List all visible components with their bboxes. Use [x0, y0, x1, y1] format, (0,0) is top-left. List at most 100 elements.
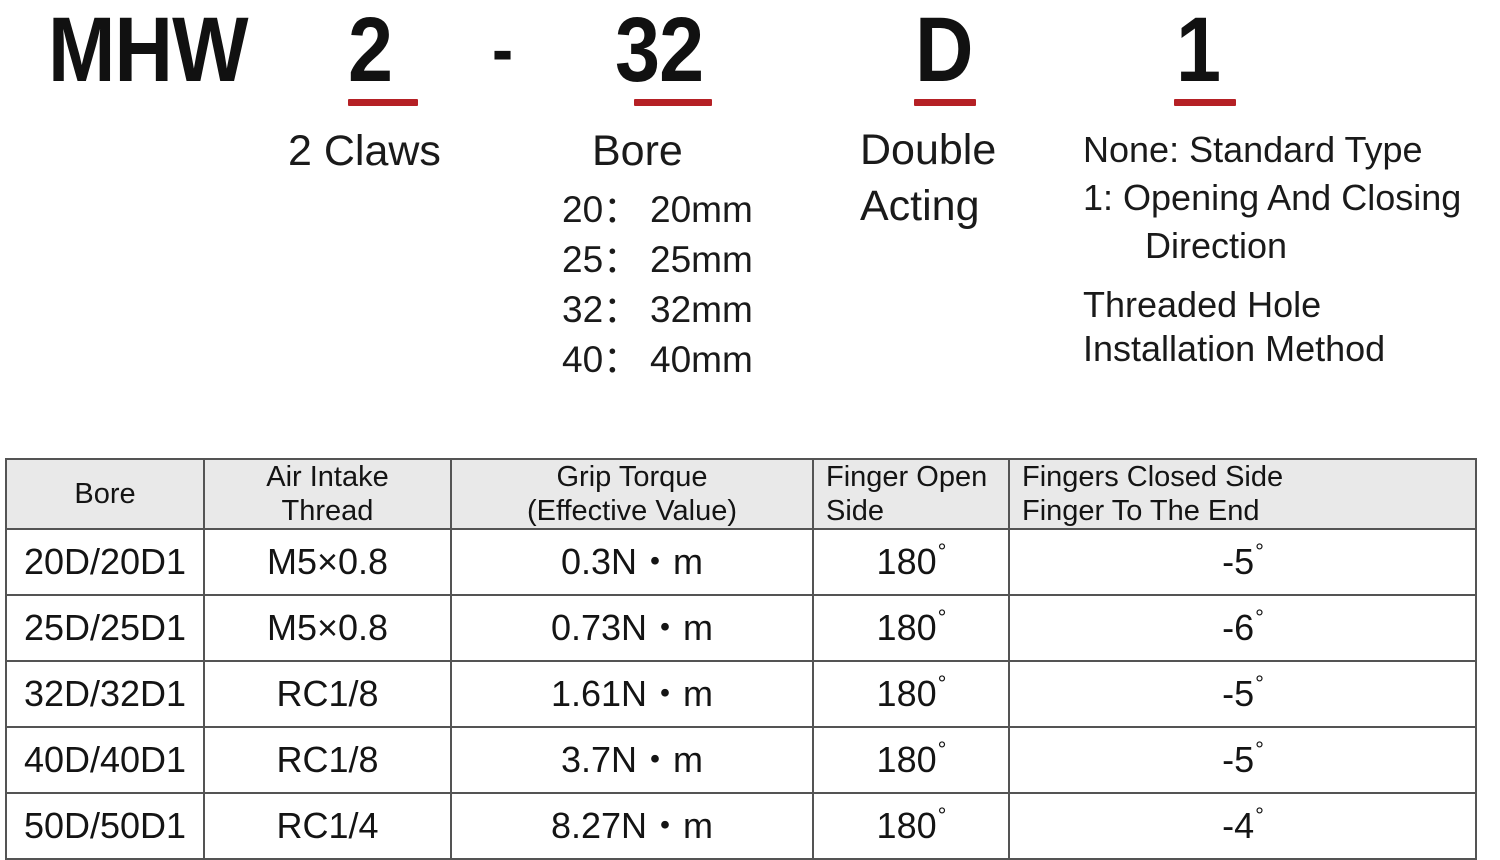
bore-option-key: 40： [562, 339, 641, 380]
bore-option: 40： 40mm [562, 335, 753, 385]
table-row: 32D/32D1 RC1/8 1.61N・m 180° -5° [5, 660, 1477, 728]
cell-finger-open: 180° [812, 792, 1010, 860]
column-header-bore: Bore [5, 458, 205, 530]
cell-finger-closed: -5° [1008, 660, 1477, 728]
legend-bore-options: 20： 20mm 25： 25mm 32： 32mm 40： 40mm [562, 185, 753, 385]
mounting-note-line1: Threaded Hole [1083, 284, 1322, 325]
value: -4 [1222, 805, 1255, 846]
bore-option-value: 32mm [650, 289, 753, 330]
direction-option-none: None: Standard Type [1083, 129, 1423, 170]
cell-bore: 20D/20D1 [5, 528, 205, 596]
legend-acting-block: Double Acting [860, 122, 996, 234]
cell-finger-closed: -6° [1008, 594, 1477, 662]
cell-finger-open: 180° [812, 660, 1010, 728]
cell-finger-closed: -4° [1008, 792, 1477, 860]
header-line-2: Side [826, 495, 885, 527]
bore-option-key: 20： [562, 189, 641, 230]
cell-torque: 3.7N・m [450, 726, 814, 794]
cell-finger-open: 180° [812, 528, 1010, 596]
code-token-claws: 2 [348, 0, 393, 101]
cell-thread: M5×0.8 [203, 528, 452, 596]
header-line-2: (Effective Value) [526, 495, 738, 527]
code-token-dash: - [492, 10, 513, 90]
column-header-air-intake-thread: Air Intake Thread [203, 458, 452, 530]
value: -6 [1222, 607, 1255, 648]
value: -5 [1222, 673, 1255, 714]
value: -5 [1222, 739, 1255, 780]
legend-claws-title: 2 Claws [288, 127, 441, 175]
code-token-acting: D [915, 0, 973, 101]
bore-option: 25： 25mm [562, 235, 753, 285]
degree-symbol: ° [937, 803, 947, 828]
degree-symbol: ° [937, 737, 947, 762]
column-header-fingers-closed-side: Fingers Closed Side Finger To The End [1008, 458, 1477, 530]
underline-claws [348, 99, 418, 106]
bore-option: 20： 20mm [562, 185, 753, 235]
degree-symbol: ° [1255, 803, 1264, 828]
header-line-1: Air Intake [266, 461, 389, 493]
cell-torque: 1.61N・m [450, 660, 814, 728]
table-row: 25D/25D1 M5×0.8 0.73N・m 180° -6° [5, 594, 1477, 662]
bore-option-value: 40mm [650, 339, 753, 380]
table-header-row: Bore Air Intake Thread Grip Torque (Effe… [5, 458, 1477, 530]
header-line-2: Thread [281, 495, 374, 527]
mounting-note-line2: Installation Method [1083, 328, 1386, 369]
cell-torque: 8.27N・m [450, 792, 814, 860]
value: 180 [876, 739, 937, 780]
value: -5 [1222, 541, 1255, 582]
degree-symbol: ° [937, 539, 947, 564]
bore-option: 32： 32mm [562, 285, 753, 335]
header-line-1: Grip Torque [556, 461, 708, 493]
underline-bore [634, 99, 712, 106]
cell-torque: 0.3N・m [450, 528, 814, 596]
specification-table: Bore Air Intake Thread Grip Torque (Effe… [5, 458, 1477, 860]
value: 180 [876, 541, 937, 582]
degree-symbol: ° [1255, 671, 1264, 696]
degree-symbol: ° [1255, 605, 1264, 630]
bore-option-key: 25： [562, 239, 641, 280]
underline-acting [914, 99, 976, 106]
code-token-series: MHW [48, 0, 249, 101]
legend-mounting-note: Threaded Hole Installation Method [1083, 283, 1385, 371]
legend-bore-title: Bore [592, 127, 683, 175]
cell-bore: 50D/50D1 [5, 792, 205, 860]
legend-acting-line1: Double [860, 126, 997, 174]
cell-thread: RC1/8 [203, 660, 452, 728]
bore-option-key: 32： [562, 289, 641, 330]
cell-finger-closed: -5° [1008, 528, 1477, 596]
cell-finger-open: 180° [812, 594, 1010, 662]
code-token-direction: 1 [1176, 0, 1221, 101]
value: 180 [876, 673, 937, 714]
cell-finger-closed: -5° [1008, 726, 1477, 794]
model-code-breakdown: MHW 2 - 32 D 1 2 Claws Bore 20： 20mm 25： 2… [48, 0, 1461, 385]
column-header-grip-torque: Grip Torque (Effective Value) [450, 458, 814, 530]
table-row: 40D/40D1 RC1/8 3.7N・m 180° -5° [5, 726, 1477, 794]
column-header-finger-open-side: Finger Open Side [812, 458, 1010, 530]
cell-bore: 32D/32D1 [5, 660, 205, 728]
header-line-1: Finger Open [826, 461, 988, 493]
degree-symbol: ° [937, 671, 947, 696]
bore-option-value: 25mm [650, 239, 753, 280]
underline-direction [1174, 99, 1236, 106]
table-row: 20D/20D1 M5×0.8 0.3N・m 180° -5° [5, 528, 1477, 596]
legend-direction-options: None: Standard Type 1: Opening And Closi… [1083, 126, 1461, 270]
value: 180 [876, 607, 937, 648]
header-line-2: Finger To The End [1022, 495, 1260, 527]
cell-bore: 40D/40D1 [5, 726, 205, 794]
degree-symbol: ° [1255, 737, 1264, 762]
direction-option-one-cont: Direction [1145, 225, 1288, 266]
cell-thread: RC1/4 [203, 792, 452, 860]
cell-finger-open: 180° [812, 726, 1010, 794]
cell-torque: 0.73N・m [450, 594, 814, 662]
table-row: 50D/50D1 RC1/4 8.27N・m 180° -4° [5, 792, 1477, 860]
value: 180 [876, 805, 937, 846]
bore-option-value: 20mm [650, 189, 753, 230]
cell-thread: RC1/8 [203, 726, 452, 794]
direction-option-one: 1: Opening And Closing [1083, 177, 1462, 218]
code-token-bore: 32 [615, 0, 704, 101]
cell-bore: 25D/25D1 [5, 594, 205, 662]
legend-acting-line2: Acting [860, 182, 980, 230]
header-line-1: Bore [74, 478, 136, 510]
degree-symbol: ° [1255, 539, 1264, 564]
cell-thread: M5×0.8 [203, 594, 452, 662]
